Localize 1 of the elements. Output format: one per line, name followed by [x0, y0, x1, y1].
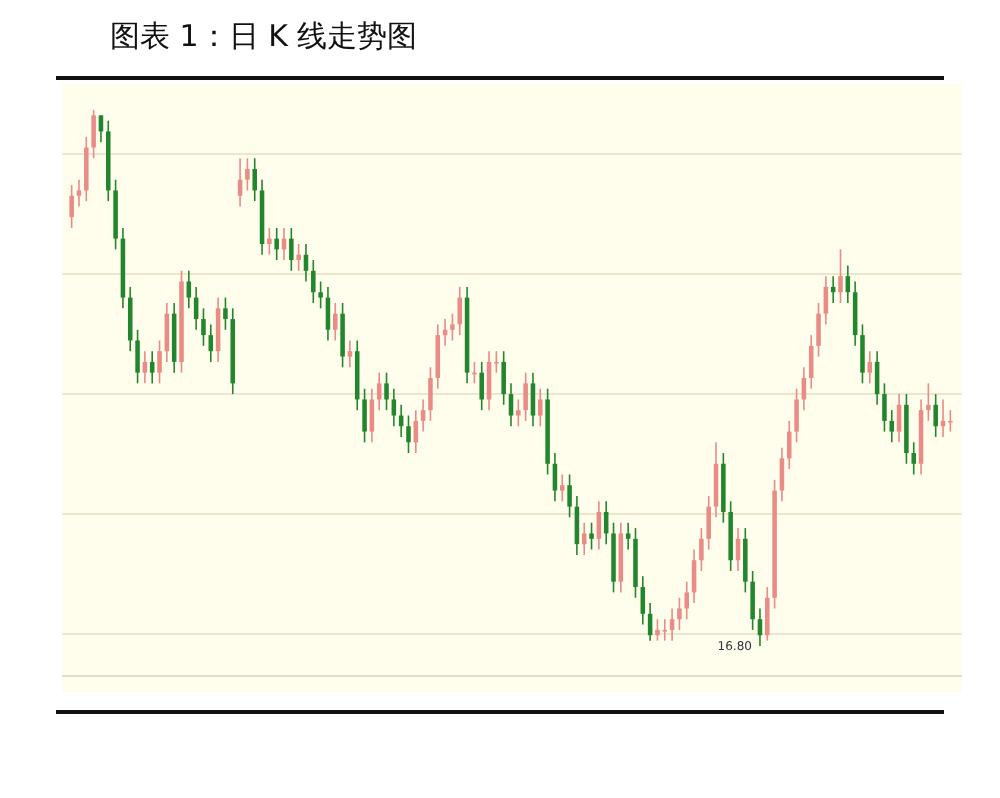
chart-title: 图表 1：日 K 线走势图 — [110, 18, 418, 54]
